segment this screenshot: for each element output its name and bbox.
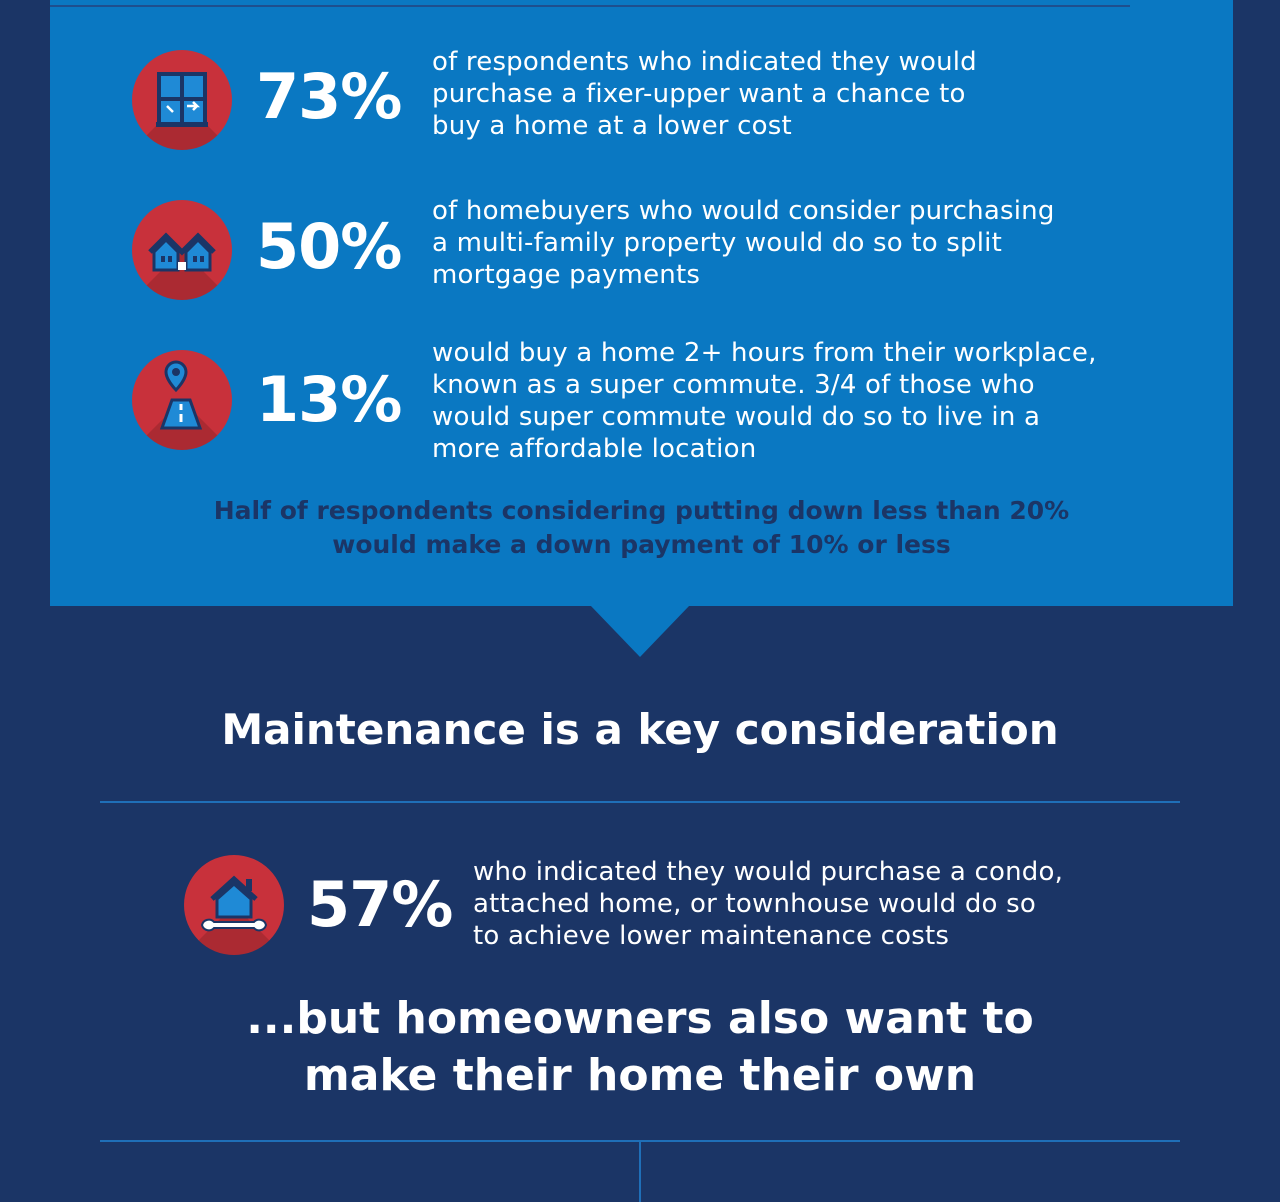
stat-value-super-commute: 13% — [256, 363, 402, 436]
section-divider — [100, 1140, 1180, 1142]
two-houses-icon — [132, 200, 232, 300]
description-line: buy a home at a lower cost — [432, 111, 792, 141]
maintenance-heading: Maintenance is a key consideration — [221, 705, 1059, 754]
window-icon — [132, 50, 232, 150]
note-line: would make a down payment of 10% or less — [332, 530, 951, 559]
description-line: of respondents who indicated they would — [432, 47, 977, 77]
heading-line: make their home their own — [303, 1050, 977, 1101]
description-line: a multi-family property would do so to s… — [432, 228, 1002, 258]
stat-description-super-commute: would buy a home 2+ hours from their wor… — [432, 337, 1097, 465]
stat-description-low-maintenance: who indicated they would purchase a cond… — [473, 856, 1063, 952]
stat-description-multi-family: of homebuyers who would consider purchas… — [432, 195, 1055, 291]
description-line: would super commute would do so to live … — [432, 402, 1041, 432]
stat-value-fixer-upper: 73% — [256, 60, 402, 133]
description-line: mortgage payments — [432, 260, 701, 290]
description-line: would buy a home 2+ hours from their wor… — [432, 338, 1097, 368]
description-line: to achieve lower maintenance costs — [473, 921, 950, 951]
description-line: attached home, or townhouse would do so — [473, 889, 1036, 919]
stat-value-low-maintenance: 57% — [307, 868, 453, 941]
description-line: known as a super commute. 3/4 of those w… — [432, 370, 1035, 400]
down-payment-note: Half of respondents considering putting … — [50, 494, 1233, 562]
description-line: of homebuyers who would consider purchas… — [432, 196, 1055, 226]
panel-top-divider — [50, 5, 1130, 7]
house-wrench-icon — [184, 855, 284, 955]
column-divider — [639, 1142, 641, 1202]
stats-panel — [50, 0, 1233, 606]
stat-description-fixer-upper: of respondents who indicated they would … — [432, 46, 977, 142]
panel-pointer — [590, 605, 690, 657]
description-line: more affordable location — [432, 434, 757, 464]
note-line: Half of respondents considering putting … — [213, 496, 1070, 525]
description-line: who indicated they would purchase a cond… — [473, 857, 1064, 887]
section-divider — [100, 801, 1180, 803]
stat-value-multi-family: 50% — [256, 210, 402, 283]
heading-line: ...but homeowners also want to — [246, 993, 1034, 1044]
description-line: purchase a fixer-upper want a chance to — [432, 79, 966, 109]
road-pin-icon — [132, 350, 232, 450]
make-it-your-own-heading: ...but homeowners also want to make thei… — [0, 990, 1280, 1104]
